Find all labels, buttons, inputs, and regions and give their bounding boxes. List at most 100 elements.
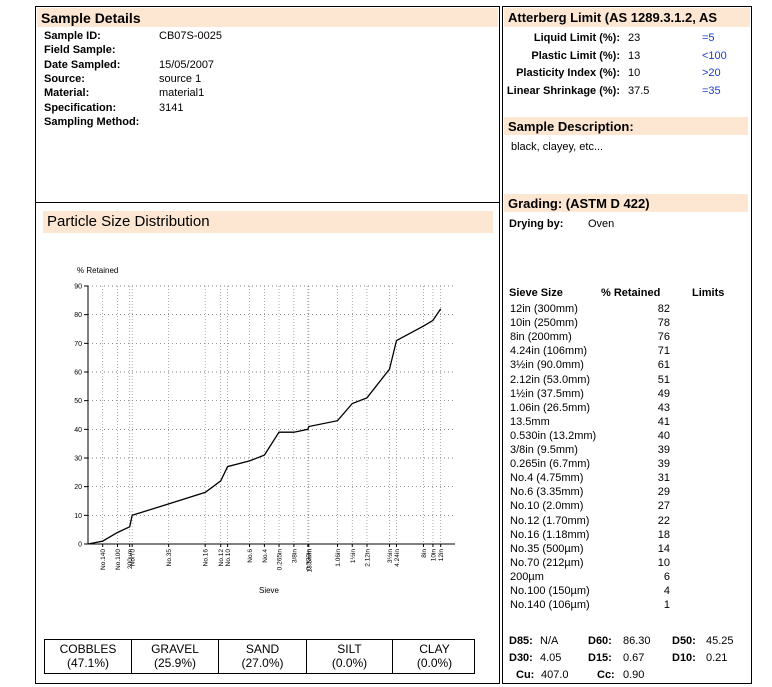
sieve-retained: 61 — [657, 359, 670, 372]
y-tick-label: 10 — [74, 513, 82, 520]
field-label: Material: — [44, 87, 90, 100]
sieve-size: No.100 (150µm) — [510, 585, 590, 597]
sieve-retained: 27 — [657, 500, 670, 513]
coefficient-label: D15: — [588, 652, 612, 664]
field-label: Field Sample: — [44, 44, 116, 57]
x-tick-label: No.35 — [166, 549, 173, 567]
sieve-retained: 4 — [663, 585, 670, 597]
field-value: 15/05/2007 — [159, 58, 215, 71]
y-tick-label: 20 — [74, 484, 82, 491]
sieve-retained: 51 — [657, 373, 670, 386]
chart-x-label: Sieve — [259, 586, 280, 595]
x-tick-label: 200µm — [127, 549, 134, 569]
x-tick-label: No.10 — [225, 549, 232, 567]
fraction-gravel: GRAVEL (25.9%) — [132, 640, 219, 673]
retained-header: % Retained — [601, 287, 661, 299]
chart-axes — [87, 286, 455, 545]
retained-line — [87, 308, 442, 545]
sieve-retained: 14 — [657, 542, 670, 555]
sieve-size: 4.24in (106mm) — [510, 345, 588, 358]
x-tick-label: No.6 — [247, 549, 254, 563]
sieve-retained: 31 — [657, 472, 670, 485]
sieve-size: No.10 (2.0mm) — [510, 500, 584, 513]
sample-details-title: Sample Details — [37, 8, 498, 27]
sieve-retained: 49 — [657, 387, 670, 400]
coefficient-value: 0.21 — [706, 652, 728, 664]
sieve-retained: 39 — [657, 444, 670, 456]
sieve-retained: 82 — [657, 303, 670, 315]
fraction-value: (0.0%) — [331, 656, 368, 670]
coefficient-value: 0.67 — [623, 652, 645, 664]
x-tick-label: 2.12in — [364, 549, 371, 567]
atterberg-label: Liquid Limit (%): — [533, 32, 620, 44]
fraction-value: (27.0%) — [241, 656, 284, 670]
sieve-retained: 76 — [657, 331, 670, 344]
field-label: Date Sampled: — [44, 58, 121, 71]
x-tick-label: 1½in — [349, 549, 357, 563]
atterberg-value: 37.5 — [628, 84, 650, 97]
sieve-size: 2.12in (53.0mm) — [510, 373, 591, 386]
sieve-size: 1½in (37.5mm) — [510, 387, 584, 400]
x-tick-label: No.140 — [100, 549, 107, 570]
x-tick-label: No.16 — [203, 549, 210, 567]
sample-description-title: Sample Description: — [504, 117, 748, 135]
field-value: source 1 — [159, 72, 202, 85]
sieve-size: No.140 (106µm) — [510, 599, 590, 612]
sieve-size: No.70 (212µm) — [510, 556, 584, 569]
x-tick-label: 12in — [438, 549, 445, 562]
drying-value: Oven — [588, 218, 615, 230]
x-tick-label: No.4 — [262, 549, 269, 563]
sieve-retained: 6 — [663, 570, 670, 583]
coefficient-value: 86.30 — [623, 635, 651, 647]
x-tick-label: No.100 — [115, 549, 122, 570]
sieve-retained: 71 — [657, 345, 670, 358]
fraction-name: COBBLES — [59, 642, 117, 656]
coefficient-label: D60: — [588, 635, 612, 647]
coefficient-label: D50: — [672, 635, 696, 647]
atterberg-label: Plastic Limit (%): — [531, 49, 620, 62]
sieve-size: 200µm — [510, 570, 544, 583]
atterberg-label: Plasticity Index (%): — [516, 67, 620, 79]
fraction-sand: SAND (27.0%) — [219, 640, 307, 673]
sieve-size: 0.265in (6.7mm) — [510, 458, 591, 471]
atterberg-limit: <100 — [702, 49, 727, 62]
sieve-retained: 78 — [657, 317, 670, 330]
coefficient-label: D85: — [509, 635, 533, 647]
coefficient-value: 407.0 — [541, 669, 569, 681]
sieve-size: 12in (300mm) — [510, 303, 578, 315]
fraction-value: (47.1%) — [66, 656, 110, 670]
field-value: material1 — [159, 87, 205, 100]
sieve-retained: 43 — [657, 401, 670, 414]
chart-y-label: % Retained — [77, 266, 118, 275]
sieve-retained: 29 — [657, 486, 670, 499]
field-value: 3141 — [159, 101, 184, 114]
atterberg-title: Atterberg Limit (AS 1289.3.1.2, AS — [504, 8, 750, 27]
sieve-retained: 22 — [657, 514, 670, 527]
coefficient-value: 0.90 — [623, 669, 645, 681]
y-tick-label: 0 — [78, 542, 82, 549]
coefficient-label: D10: — [672, 652, 696, 664]
field-label: Sample ID: — [44, 30, 101, 42]
sieve-size: 13.5mm — [510, 415, 550, 428]
sieve-size: No.12 (1.70mm) — [510, 514, 590, 527]
sieve-size: 0.530in (13.2mm) — [510, 429, 597, 442]
atterberg-label: Linear Shrinkage (%): — [506, 84, 620, 97]
sieve-size: 8in (200mm) — [510, 331, 572, 344]
sieve-size: 1.06in (26.5mm) — [510, 401, 591, 414]
sieve-size-header: Sieve Size — [509, 287, 563, 299]
field-label: Sampling Method: — [44, 115, 140, 128]
sieve-size: 3/8in (9.5mm) — [510, 444, 578, 456]
field-value: CB07S-0025 — [159, 30, 222, 42]
fraction-name: SILT — [337, 642, 362, 656]
y-tick-label: 70 — [74, 341, 82, 348]
atterberg-limit: =35 — [702, 84, 721, 97]
coefficient-value: 4.05 — [540, 652, 562, 664]
chart-grid — [88, 285, 455, 544]
y-tick-label: 30 — [74, 456, 82, 463]
fraction-name: GRAVEL — [151, 642, 199, 656]
sieve-retained: 1 — [663, 599, 670, 612]
fraction-value: (0.0%) — [416, 656, 453, 670]
atterberg-limit: =5 — [702, 32, 715, 44]
